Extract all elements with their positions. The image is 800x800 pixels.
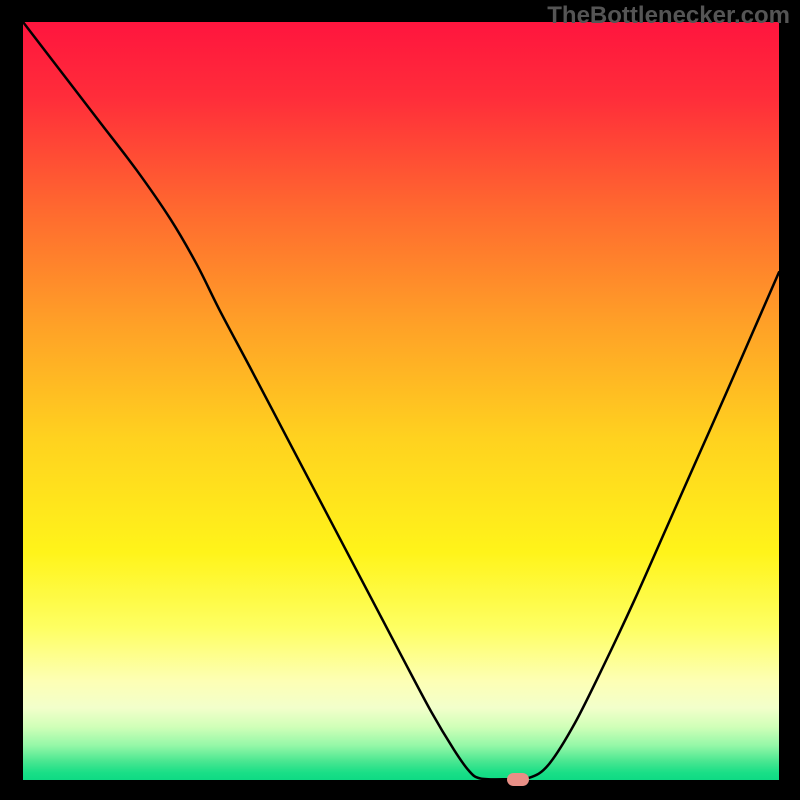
optimal-point-marker: [507, 773, 529, 786]
bottleneck-curve: [23, 22, 779, 780]
chart-frame: TheBottlenecker.com: [0, 0, 800, 800]
watermark-text: TheBottlenecker.com: [547, 2, 790, 30]
plot-area: [23, 22, 779, 780]
